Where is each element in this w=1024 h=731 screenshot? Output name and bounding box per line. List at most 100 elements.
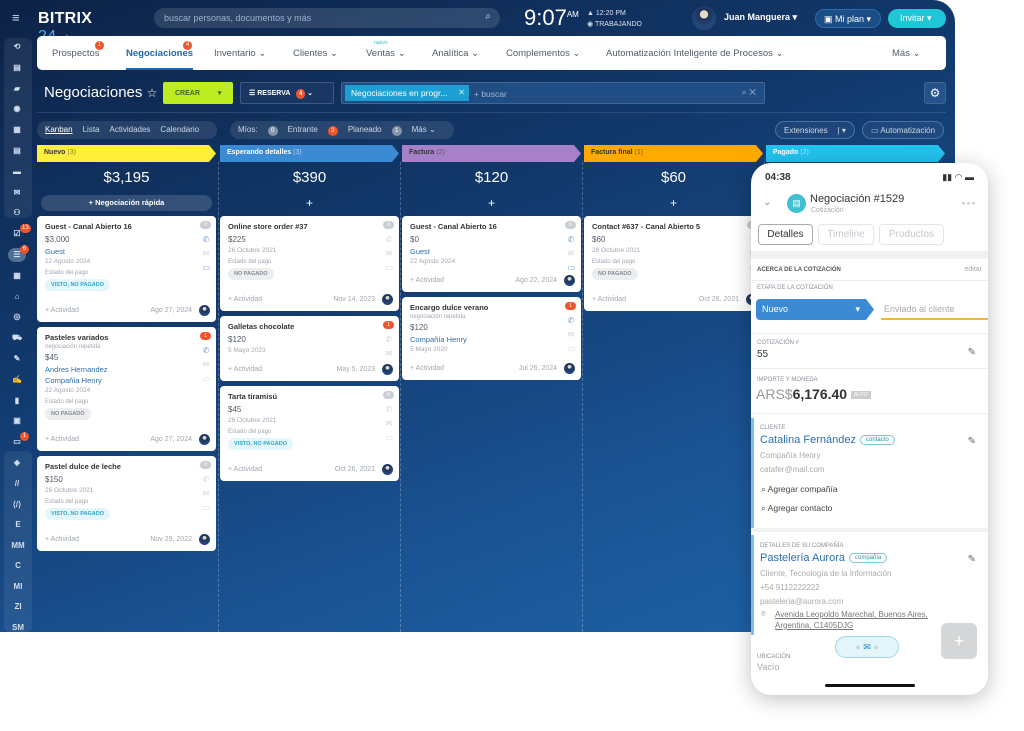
sidebar-robot-icon[interactable]: ▭ bbox=[13, 437, 21, 447]
sidebar-app-sm[interactable]: SM bbox=[12, 622, 24, 632]
sidebar-developer-icon[interactable]: ⟨/⟩ bbox=[12, 499, 22, 509]
sidebar-tasks-icon[interactable]: ☑ bbox=[13, 229, 21, 239]
view-calendario[interactable]: Calendario bbox=[160, 125, 200, 134]
deal-title[interactable]: Contact #637 - Canal Abierto 5 bbox=[592, 222, 701, 231]
edit-link[interactable]: editar bbox=[964, 266, 982, 273]
settings-gear-icon[interactable]: ⚙ bbox=[924, 82, 946, 104]
deal-card[interactable]: Tarta tiramisú 0 $45 26 Octubre 2021 Estado … bbox=[220, 386, 399, 481]
tab-0[interactable]: Prospectos bbox=[52, 48, 100, 59]
sidebar-calendar-icon[interactable]: ▦ bbox=[13, 125, 21, 135]
sidebar-chat-icon[interactable]: ▰ bbox=[13, 83, 21, 93]
view-actividades[interactable]: Actividades bbox=[109, 125, 151, 134]
add-fab-button[interactable]: + bbox=[941, 623, 977, 659]
add-activity-link[interactable]: + Actividad bbox=[228, 296, 263, 303]
add-activity-link[interactable]: + Actividad bbox=[45, 536, 80, 543]
sidebar-app-zi[interactable]: ZI bbox=[14, 602, 22, 612]
star-icon[interactable]: ☆ bbox=[146, 86, 158, 100]
sidebar-booking-icon[interactable]: ▦ bbox=[13, 270, 21, 280]
add-activity-link[interactable]: + Actividad bbox=[228, 466, 263, 473]
edit-pencil-icon[interactable]: ✎ bbox=[967, 347, 976, 358]
invite-button[interactable]: Invitar ▾ bbox=[888, 9, 946, 28]
filter-chip[interactable]: Negociaciones en progr... ✕ bbox=[345, 85, 469, 101]
column-header[interactable]: Factura (2) bbox=[402, 145, 581, 162]
chat-icon[interactable]: ▭ bbox=[202, 503, 210, 512]
add-activity-link[interactable]: + Actividad bbox=[228, 366, 263, 373]
phone-icon[interactable]: ✆ bbox=[385, 405, 393, 414]
chat-icon[interactable]: ▭ bbox=[567, 263, 575, 272]
more-icon[interactable]: ∘∘∘ bbox=[960, 199, 976, 208]
sidebar-drive-icon[interactable]: ▬ bbox=[13, 166, 21, 176]
sidebar-store-icon[interactable]: ⌂ bbox=[14, 291, 20, 301]
responsible-avatar[interactable] bbox=[382, 464, 393, 475]
company-phone[interactable]: +54 9112222222 bbox=[760, 583, 820, 592]
tab-details[interactable]: Detalles bbox=[758, 224, 813, 245]
phone-icon[interactable]: ✆ bbox=[567, 235, 575, 244]
deal-client-link[interactable]: Guest bbox=[45, 247, 66, 256]
responsible-avatar[interactable] bbox=[564, 275, 575, 286]
add-activity-link[interactable]: + Actividad bbox=[410, 277, 445, 284]
add-deal-button[interactable]: + bbox=[487, 196, 495, 210]
column-header[interactable]: Pagado (2) bbox=[766, 145, 945, 162]
sidebar-cart-icon[interactable]: ⛟ bbox=[11, 333, 23, 343]
sidebar-groups-icon[interactable]: ⚇ bbox=[13, 208, 21, 218]
phone-icon[interactable]: ✆ bbox=[202, 346, 210, 355]
sidebar-app-mm[interactable]: MM bbox=[11, 540, 25, 550]
deal-card[interactable]: Online store order #37 0 $225 26 Octubre 20… bbox=[220, 216, 399, 311]
responsible-avatar[interactable] bbox=[199, 305, 210, 316]
responsible-avatar[interactable] bbox=[382, 294, 393, 305]
deal-client-link[interactable]: Guest bbox=[410, 247, 431, 256]
add-activity-link[interactable]: + Actividad bbox=[592, 296, 627, 303]
mine-filter-1[interactable]: 3 Planeado bbox=[327, 125, 382, 136]
add-activity-link[interactable]: + Actividad bbox=[45, 307, 80, 314]
deal-card[interactable]: Guest - Canal Abierto 16 0 $3,000 Guest 12 A… bbox=[37, 216, 216, 322]
close-icon[interactable]: ✕ bbox=[458, 88, 465, 97]
add-company-button[interactable]: ⌕ Agregar compañía bbox=[761, 484, 838, 495]
work-status[interactable]: ▲ 12:20 PM ◉ TRABAJANDO bbox=[587, 10, 642, 28]
search-input[interactable]: buscar personas, documentos y más ⌕ bbox=[154, 8, 500, 28]
mail-icon[interactable]: ✉ bbox=[202, 360, 210, 369]
quick-deal-button[interactable]: + Negociación rápida bbox=[41, 195, 212, 211]
mail-icon[interactable]: ✉ bbox=[202, 489, 210, 498]
deal-title[interactable]: Pasteles variados bbox=[45, 333, 109, 342]
phone-icon[interactable]: ✆ bbox=[385, 235, 393, 244]
phone-icon[interactable]: ● bbox=[855, 642, 861, 652]
sidebar-video-icon[interactable]: ◉ bbox=[13, 104, 21, 114]
sidebar-marketing-icon[interactable]: // bbox=[14, 478, 20, 488]
chat-icon[interactable]: ▭ bbox=[202, 263, 210, 272]
add-contact-button[interactable]: ⌕ Agregar contacto bbox=[761, 503, 832, 514]
sidebar-app-e[interactable]: E bbox=[15, 520, 21, 530]
responsible-avatar[interactable] bbox=[199, 534, 210, 545]
sidebar-analytics-icon[interactable]: ▮ bbox=[14, 395, 20, 405]
deal-title[interactable]: Guest - Canal Abierto 16 bbox=[410, 222, 497, 231]
mail-icon[interactable]: ✉ bbox=[567, 330, 575, 339]
search-clear-icons[interactable]: ⌕ ✕ bbox=[741, 87, 756, 97]
chat-icon[interactable]: ▭ bbox=[202, 374, 210, 383]
deal-card[interactable]: Pastel dulce de leche 0 $150 26 Octubre 202… bbox=[37, 456, 216, 551]
chat-icon[interactable]: ▭ bbox=[385, 263, 393, 272]
user-menu[interactable]: Juan Manguera ▾ bbox=[724, 12, 798, 22]
chat-icon[interactable]: ▭ bbox=[567, 344, 575, 353]
sidebar-feed-icon[interactable]: ▤ bbox=[13, 62, 21, 72]
tab-7[interactable]: Automatización Inteligente de Procesos ⌄ bbox=[606, 48, 784, 59]
chevron-down-icon[interactable]: ⌄ bbox=[763, 197, 772, 208]
extensions-button[interactable]: Extensiones | ▾ bbox=[775, 121, 855, 139]
mail-icon[interactable]: ✉ bbox=[385, 419, 393, 428]
plan-button[interactable]: ▣ Mi plan ▾ bbox=[815, 9, 881, 28]
phone-icon[interactable]: ✆ bbox=[385, 335, 393, 344]
sidebar-mail-icon[interactable]: ✉ bbox=[13, 187, 21, 197]
add-deal-button[interactable]: + bbox=[669, 196, 677, 210]
phone-icon[interactable]: ✆ bbox=[202, 475, 210, 484]
tab-4[interactable]: Ventas ⌄ bbox=[366, 48, 406, 59]
phone-icon[interactable]: ✆ bbox=[202, 235, 210, 244]
tab-3[interactable]: Clientes ⌄ bbox=[293, 48, 338, 59]
tab-8[interactable]: Más ⌄ bbox=[892, 48, 921, 59]
client[interactable]: Catalina Fernández contacto bbox=[760, 434, 895, 446]
reserve-button[interactable]: ☰ RESERVA 4 ⌄ bbox=[240, 82, 334, 104]
chevron-down-icon[interactable]: ▾ bbox=[217, 90, 222, 97]
deal-client-link[interactable]: Compañía Henry bbox=[45, 376, 102, 385]
tab-timeline[interactable]: Timeline bbox=[818, 224, 874, 245]
deal-client-link[interactable]: Andres Hernandez bbox=[45, 365, 108, 374]
mail-icon[interactable]: ✉ bbox=[567, 249, 575, 258]
